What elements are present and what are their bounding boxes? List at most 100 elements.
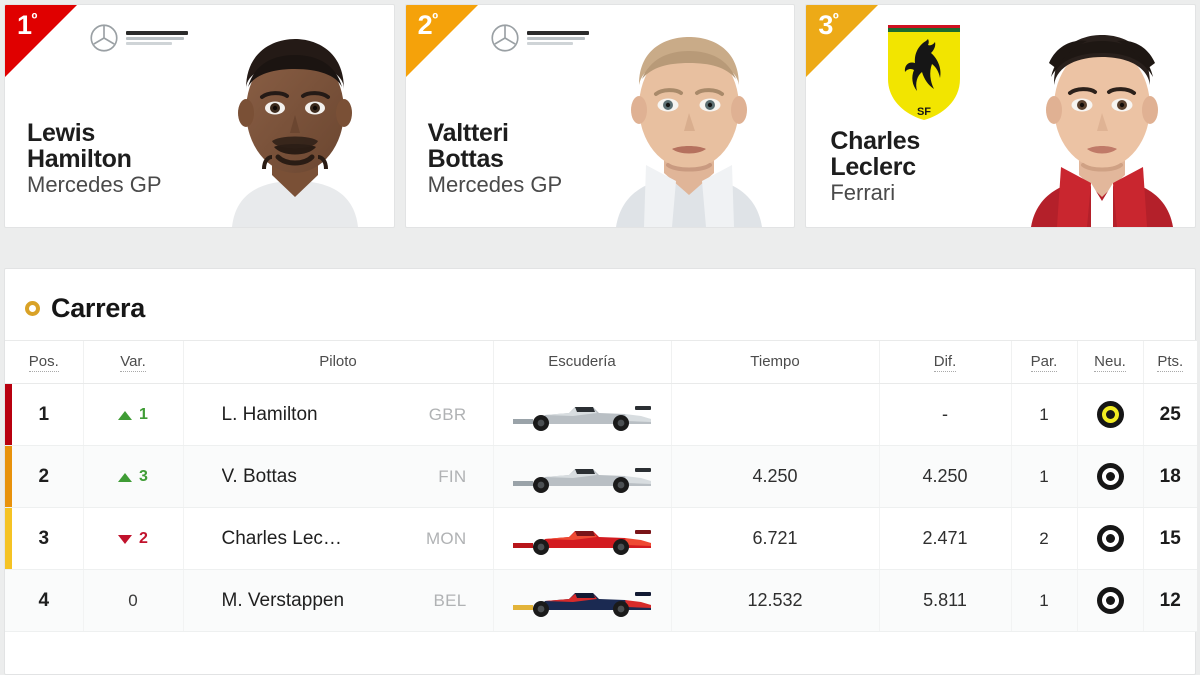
cell-variation: 0 [82, 569, 183, 632]
driver-last-name: Hamilton [27, 145, 132, 174]
driver-first-name: Valtteri [427, 119, 509, 148]
cell-pitstops: 1 [1010, 569, 1077, 632]
ferrari-shield-icon: SF [888, 25, 961, 120]
podium-position-number: 3 [818, 10, 833, 40]
position-change-down: 2 [118, 530, 148, 548]
podium-driver-name-1: Lewis Hamilton Mercedes GP [27, 120, 162, 197]
cell-driver[interactable]: L. Hamilton GBR [182, 383, 493, 446]
cell-team [492, 383, 671, 446]
driver-portrait-3 [1013, 15, 1192, 227]
podium-section: 1º [0, 0, 1200, 232]
arrow-up-icon [118, 410, 133, 420]
driver-team: Mercedes GP [427, 172, 563, 198]
amg-petronas-wordmark [526, 31, 589, 45]
podium-position-suffix: º [31, 11, 38, 28]
position-color-bar [5, 508, 12, 569]
podium-position-3: 3º [818, 10, 838, 41]
mercedes-logo [490, 23, 589, 53]
header-piloto[interactable]: Piloto [182, 340, 493, 384]
cell-driver[interactable]: Charles Lec… MON [182, 507, 493, 570]
cell-tyre [1076, 445, 1143, 508]
driver-team: Ferrari [830, 180, 896, 206]
table-row[interactable]: 3 2 Charles Lec… MON 6.721 2.471 2 15 [5, 507, 1197, 570]
table-row[interactable]: 2 3 V. Bottas FIN 4.250 4.250 1 18 [5, 445, 1197, 508]
driver-country-code: FIN [438, 466, 467, 486]
header-pos[interactable]: Pos. [5, 340, 83, 384]
section-marker-icon [25, 301, 40, 316]
driver-first-name: Charles [830, 127, 920, 156]
table-row[interactable]: 1 1 L. Hamilton GBR - 1 25 [5, 383, 1197, 446]
podium-card-1[interactable]: 1º [4, 4, 395, 228]
table-row[interactable]: 4 0 M. Verstappen BEL 12.532 5.811 1 12 [5, 569, 1197, 632]
cell-points: 15 [1142, 507, 1197, 570]
driver-country-code: MON [425, 528, 467, 548]
cell-driver[interactable]: V. Bottas FIN [182, 445, 493, 508]
driver-first-name: Lewis [27, 119, 95, 148]
driver-name: L. Hamilton [221, 403, 318, 425]
cell-gap: - [878, 383, 1011, 446]
header-pts[interactable]: Pts. [1142, 340, 1197, 384]
podium-driver-name-2: Valtteri Bottas Mercedes GP [428, 120, 563, 197]
podium-position-suffix: º [432, 11, 438, 28]
cell-driver[interactable]: M. Verstappen BEL [182, 569, 493, 632]
cell-variation: 2 [82, 507, 183, 570]
cell-team [492, 445, 671, 508]
driver-name: V. Bottas [221, 465, 297, 487]
amg-petronas-wordmark [126, 31, 188, 45]
podium-card-3[interactable]: 3º SF [805, 4, 1197, 228]
driver-team: Mercedes GP [27, 172, 162, 198]
tyre-icon-hard [1096, 525, 1124, 552]
cell-points: 18 [1142, 445, 1197, 508]
header-dif[interactable]: Dif. [878, 340, 1011, 384]
cell-team [492, 569, 671, 632]
cell-gap: 5.811 [878, 569, 1011, 632]
cell-gap: 4.250 [878, 445, 1011, 508]
cell-time: 6.721 [670, 507, 879, 570]
position-corner-badge [405, 5, 478, 77]
cell-pitstops: 1 [1010, 445, 1077, 508]
cell-tyre [1076, 507, 1143, 570]
header-par[interactable]: Par. [1010, 340, 1077, 384]
cell-position: 1 [5, 383, 83, 446]
position-color-bar [5, 384, 12, 445]
cell-position: 4 [5, 569, 83, 632]
mercedes-car [494, 384, 671, 445]
mercedes-star-icon [90, 24, 118, 52]
page-title: Carrera [51, 293, 145, 323]
tyre-icon-hard [1096, 587, 1124, 614]
driver-last-name: Bottas [427, 145, 504, 174]
race-results-panel: Carrera Pos. Var. Piloto Escudería Tiemp… [4, 268, 1197, 675]
section-header: Carrera [5, 269, 1195, 340]
driver-country-code: BEL [433, 590, 467, 610]
mercedes-car [494, 446, 671, 507]
cell-team [492, 507, 671, 570]
cell-time: 4.250 [670, 445, 879, 508]
driver-portrait-1 [201, 15, 388, 227]
table-header-row: Pos. Var. Piloto Escudería Tiempo Dif. P… [5, 340, 1197, 384]
header-escuderia[interactable]: Escudería [492, 340, 671, 384]
podium-position-2: 2º [418, 10, 438, 41]
podium-position-suffix: º [832, 11, 839, 28]
driver-last-name: Leclerc [830, 153, 916, 182]
position-change-none: 0 [128, 590, 138, 610]
position-change-up: 1 [118, 406, 148, 424]
header-tiempo[interactable]: Tiempo [670, 340, 879, 384]
header-var[interactable]: Var. [82, 340, 183, 384]
tyre-icon-hard [1096, 463, 1124, 490]
podium-position-number: 1 [17, 10, 32, 40]
position-color-bar [5, 446, 12, 507]
podium-card-2[interactable]: 2º [404, 4, 796, 228]
svg-text:SF: SF [917, 106, 931, 118]
driver-country-code: GBR [428, 404, 467, 424]
cell-variation: 3 [82, 445, 183, 508]
arrow-down-icon [118, 534, 133, 544]
cell-time: 12.532 [670, 569, 879, 632]
cell-variation: 1 [82, 383, 183, 446]
cell-pitstops: 2 [1010, 507, 1077, 570]
cell-position: 3 [5, 507, 83, 570]
driver-portrait-2 [594, 15, 785, 227]
cell-tyre [1076, 383, 1143, 446]
results-table: Pos. Var. Piloto Escudería Tiempo Dif. P… [5, 340, 1197, 632]
mercedes-logo [89, 23, 188, 53]
header-neu[interactable]: Neu. [1076, 340, 1143, 384]
